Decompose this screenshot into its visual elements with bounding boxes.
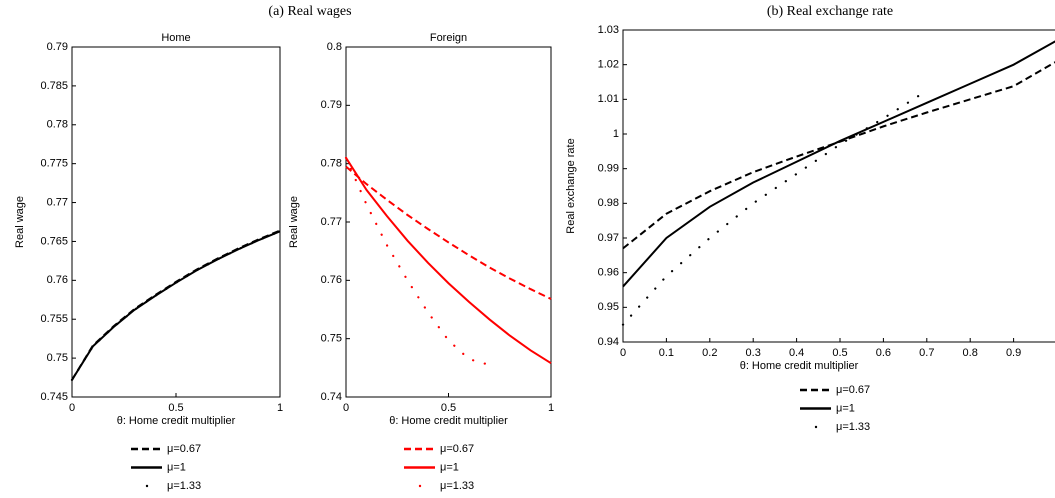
x-tick-label: 0.5: [441, 402, 456, 414]
y-tick-label: 0.75: [47, 352, 68, 364]
y-tick-label: 0.78: [321, 158, 342, 170]
y-tick-label: 0.78: [47, 119, 68, 131]
y-tick-label: 0.79: [47, 41, 68, 53]
y-tick-label: 0.775: [40, 158, 68, 170]
legend-swatch: [418, 484, 422, 488]
x-tick-label: 0.3: [746, 347, 761, 359]
x-tick-label: 1: [548, 402, 554, 414]
y-tick-label: 0.8: [327, 41, 342, 53]
chart-title: Home: [161, 32, 190, 44]
x-tick-label: 0.1: [659, 347, 674, 359]
legend-label: μ=0.67: [440, 443, 474, 455]
legend-swatch: [814, 425, 818, 429]
y-tick-label: 0.99: [598, 163, 619, 175]
x-tick-label: 1: [277, 402, 283, 414]
x-tick-label: 0.9: [1006, 347, 1021, 359]
y-tick-label: 0.96: [598, 267, 619, 279]
y-tick-label: 0.76: [321, 274, 342, 286]
legend-label: μ=1: [167, 461, 186, 473]
legend-label: μ=1.33: [167, 480, 201, 492]
legend-label: μ=0.67: [836, 384, 870, 396]
legend-label: μ=1.33: [440, 480, 474, 492]
y-tick-label: 0.98: [598, 197, 619, 209]
legend-label: μ=1: [440, 461, 459, 473]
y-tick-label: 1.03: [598, 24, 619, 36]
chart-title: Foreign: [430, 32, 467, 44]
legend-label: μ=1.33: [836, 421, 870, 433]
y-tick-label: 0.75: [321, 333, 342, 345]
y-tick-label: 0.79: [321, 99, 342, 111]
y-tick-label: 0.755: [40, 313, 68, 325]
legend-label: μ=0.67: [167, 443, 201, 455]
y-axis-label: Real exchange rate: [565, 138, 577, 233]
plot-area: [71, 46, 281, 398]
x-tick-label: 0.6: [876, 347, 891, 359]
x-tick-label: 0.8: [963, 347, 978, 359]
y-tick-label: 0.77: [47, 196, 68, 208]
y-tick-label: 0.77: [321, 216, 342, 228]
y-tick-label: 0.745: [40, 391, 68, 403]
x-tick-label: 0.5: [168, 402, 183, 414]
y-tick-label: 0.74: [321, 391, 342, 403]
caption: (a) Real wages: [268, 4, 351, 19]
x-axis-label: θ: Home credit multiplier: [117, 415, 236, 427]
x-tick-label: 0: [343, 402, 349, 414]
y-axis-label: Real wage: [288, 196, 300, 248]
x-axis-label: θ: Home credit multiplier: [740, 360, 859, 372]
series-line: [70, 230, 282, 381]
y-axis-label: Real wage: [14, 196, 26, 248]
plot-area: [622, 29, 1055, 343]
y-tick-label: 1.01: [598, 93, 619, 105]
legend-swatch: [145, 484, 149, 488]
legend-label: μ=1: [836, 402, 855, 414]
y-tick-label: 0.765: [40, 235, 68, 247]
series-line: [344, 156, 491, 367]
series-line: [345, 165, 552, 300]
caption: (b) Real exchange rate: [767, 4, 893, 19]
y-tick-label: 1.02: [598, 59, 619, 71]
series-line: [622, 40, 1055, 288]
x-tick-label: 0.2: [702, 347, 717, 359]
x-tick-label: 0: [620, 347, 626, 359]
x-tick-label: 0.5: [832, 347, 847, 359]
x-axis-label: θ: Home credit multiplier: [389, 415, 508, 427]
x-tick-label: 0.7: [919, 347, 934, 359]
series-line: [345, 157, 552, 365]
y-tick-label: 1: [613, 128, 619, 140]
y-tick-label: 0.97: [598, 232, 619, 244]
x-tick-label: 0.4: [789, 347, 804, 359]
y-tick-label: 0.95: [598, 301, 619, 313]
y-tick-label: 0.76: [47, 274, 68, 286]
plot-area: [345, 46, 552, 398]
x-tick-label: 0: [69, 402, 75, 414]
y-tick-label: 0.785: [40, 80, 68, 92]
y-tick-label: 0.94: [598, 336, 619, 348]
series-line: [621, 89, 928, 326]
